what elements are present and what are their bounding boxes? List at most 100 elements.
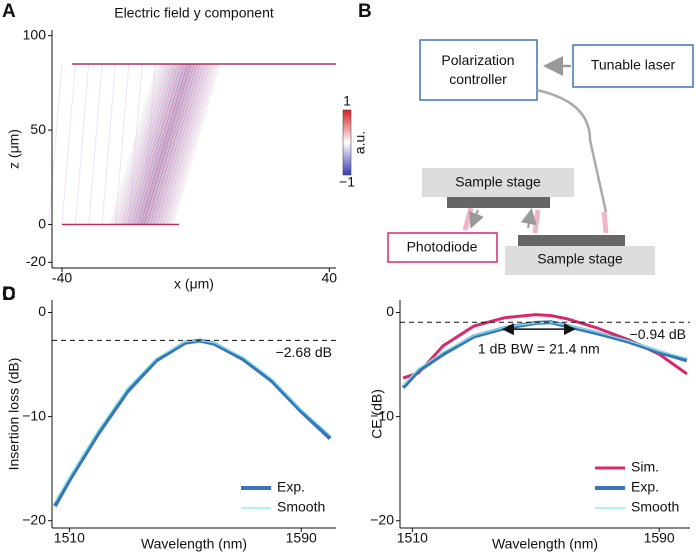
y-tick-label: 100 bbox=[23, 26, 47, 42]
y-axis-label: z (μm) bbox=[6, 129, 22, 169]
stage bbox=[505, 246, 655, 275]
field-stripe bbox=[125, 63, 174, 225]
stage-label: Sample stage bbox=[455, 174, 541, 190]
colorbar-tick-label: 1 bbox=[343, 93, 351, 109]
panel-label: A bbox=[2, 1, 16, 22]
chip bbox=[447, 197, 550, 208]
field-stripe bbox=[156, 63, 205, 225]
field-stripe bbox=[139, 63, 188, 225]
y-tick-label: 0 bbox=[38, 215, 46, 231]
field-stripe bbox=[118, 63, 167, 225]
field-stripe bbox=[128, 63, 177, 225]
beam bbox=[601, 211, 609, 234]
series-line bbox=[54, 339, 331, 503]
y-axis-label: Insertion loss (dB) bbox=[6, 358, 22, 471]
field-stripe bbox=[146, 63, 195, 225]
field-stripe bbox=[138, 63, 187, 225]
reference-label: −0.94 dB bbox=[630, 326, 686, 342]
y-tick-label: −10 bbox=[22, 407, 46, 423]
laser-label: Tunable laser bbox=[591, 57, 676, 73]
field-stripe bbox=[149, 63, 198, 225]
x-tick-label: 40 bbox=[322, 270, 338, 286]
panel-label: D bbox=[2, 284, 16, 305]
field-stripe bbox=[130, 63, 179, 225]
colorbar bbox=[342, 109, 352, 176]
field-stripe bbox=[120, 63, 169, 225]
y-tick-label: −10 bbox=[370, 407, 394, 423]
field-fringe bbox=[48, 63, 63, 225]
field-fringe bbox=[128, 63, 143, 225]
field-stripe bbox=[109, 63, 158, 225]
y-tick-label: 0 bbox=[38, 303, 46, 319]
field-stripe bbox=[167, 63, 216, 225]
annotation: 1 dB BW = 21.4 nm bbox=[478, 341, 600, 357]
field-fringe bbox=[114, 63, 130, 225]
setup-diagram: B Polarization controller Tunable laser S… bbox=[358, 1, 694, 275]
field-stripe bbox=[131, 63, 180, 225]
field-stripe bbox=[170, 63, 219, 225]
field-stripe bbox=[112, 63, 161, 225]
field-stripe bbox=[169, 63, 218, 225]
legend-label: Exp. bbox=[277, 479, 305, 495]
field-stripe bbox=[135, 63, 184, 225]
arrow bbox=[520, 208, 537, 229]
fiber bbox=[536, 88, 608, 213]
x-tick-label: -40 bbox=[52, 270, 72, 286]
x-axis-label: x (μm) bbox=[174, 276, 214, 292]
stage-label: Sample stage bbox=[537, 251, 623, 267]
field-stripe bbox=[159, 63, 208, 225]
x-axis-label: Wavelength (nm) bbox=[492, 536, 598, 552]
field-stripe bbox=[122, 63, 171, 225]
y-tick-label: 0 bbox=[386, 303, 394, 319]
field-stripe bbox=[127, 63, 176, 225]
field-stripe bbox=[152, 63, 201, 225]
field-fringe bbox=[74, 63, 90, 225]
x-axis-label: Wavelength (nm) bbox=[141, 536, 247, 552]
stage bbox=[422, 168, 574, 197]
field-stripe bbox=[141, 63, 190, 225]
field-stripe bbox=[136, 63, 185, 225]
field-stripe bbox=[164, 63, 213, 225]
y-tick-label: -20 bbox=[26, 253, 46, 269]
chip bbox=[518, 235, 625, 246]
legend-label: Exp. bbox=[631, 479, 659, 495]
y-tick-label: −20 bbox=[22, 511, 46, 527]
beam bbox=[462, 207, 474, 231]
chart-title: Electric field y component bbox=[114, 5, 274, 21]
field-stripe bbox=[110, 63, 159, 225]
colorbar-label: a.u. bbox=[352, 131, 368, 154]
field-stripe bbox=[157, 63, 206, 225]
x-tick-label: 1590 bbox=[286, 530, 317, 546]
field-stripe bbox=[151, 63, 200, 225]
beam bbox=[532, 209, 541, 234]
field-fringe bbox=[88, 63, 103, 225]
colorbar-tick-label: −1 bbox=[339, 174, 355, 190]
reference-label: −2.68 dB bbox=[276, 344, 332, 360]
field-stripe bbox=[144, 63, 193, 225]
y-tick-label: −20 bbox=[370, 511, 394, 527]
field-stripe bbox=[117, 63, 166, 225]
controller-box bbox=[419, 39, 538, 101]
field-pattern bbox=[48, 63, 221, 225]
x-tick-label: 1510 bbox=[54, 530, 85, 546]
detector-label: Photodiode bbox=[407, 239, 478, 255]
field-fringe bbox=[61, 63, 76, 225]
field-stripe bbox=[162, 63, 211, 225]
field-stripe bbox=[154, 63, 203, 225]
arrow bbox=[469, 209, 484, 229]
y-axis-label: CE (dB) bbox=[369, 389, 385, 439]
legend-label: Smooth bbox=[631, 499, 679, 515]
field-stripe bbox=[114, 63, 163, 225]
field-stripe bbox=[172, 63, 221, 225]
controller-label: Polarization controller bbox=[441, 52, 514, 87]
panel-label: C bbox=[2, 284, 16, 305]
field-stripe bbox=[143, 63, 192, 225]
series-line bbox=[402, 321, 688, 386]
y-tick-label: 50 bbox=[30, 121, 46, 137]
legend-label: Sim. bbox=[631, 459, 659, 475]
field-stripe bbox=[148, 63, 197, 225]
x-tick-label: 1590 bbox=[644, 530, 675, 546]
panel-label: B bbox=[358, 1, 372, 22]
x-tick-label: 1510 bbox=[397, 530, 428, 546]
